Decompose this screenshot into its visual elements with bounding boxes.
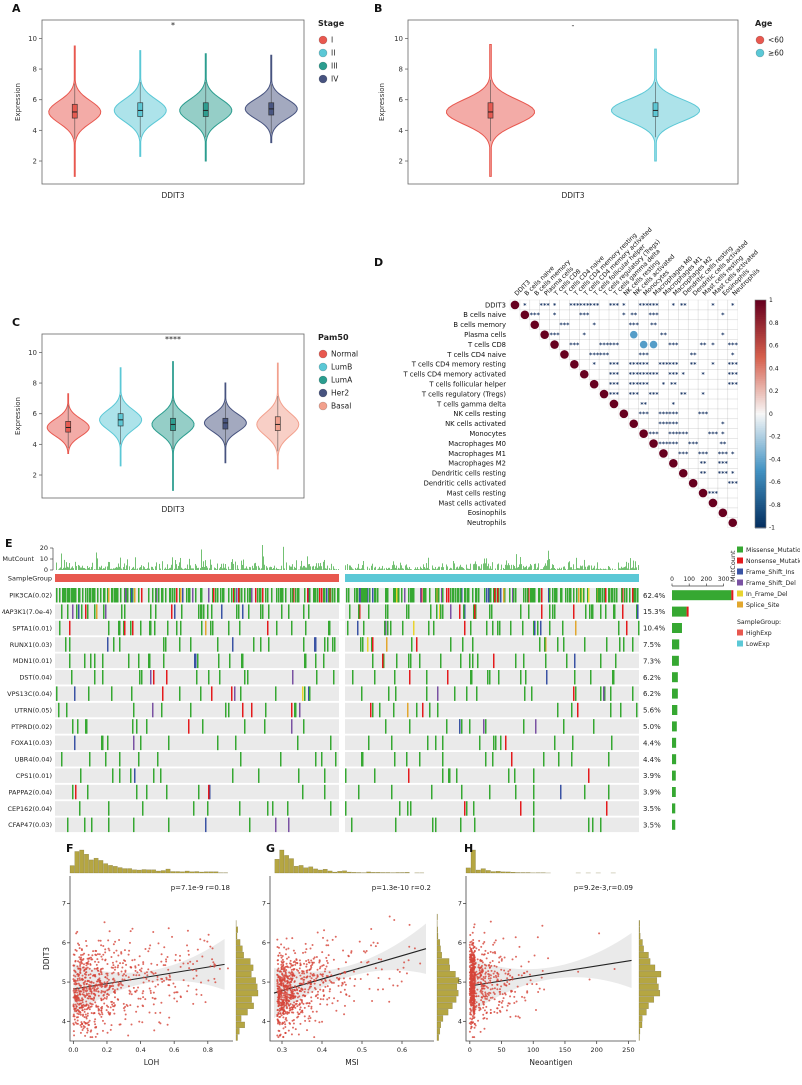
panel-b-violin-chart [372,4,800,217]
panel-h-label: H [464,842,474,855]
panel-g-scatter-msi [244,845,462,1083]
panel-c-label: C [12,316,21,329]
panel-h-scatter-neoantigen [440,845,670,1083]
panel-d-label: D [374,256,384,269]
panel-b-label: B [374,2,383,15]
panel-d-correlation-matrix [370,224,800,554]
panel-a-label: A [12,2,21,15]
panel-f-scatter-loh [40,845,262,1083]
panel-e-label: E [5,537,13,550]
panel-e-oncoprint [2,540,800,840]
panel-c-violin-chart [8,318,368,531]
panel-g-label: G [266,842,276,855]
panel-f-label: F [66,842,74,855]
panel-a-violin-chart [8,4,368,217]
